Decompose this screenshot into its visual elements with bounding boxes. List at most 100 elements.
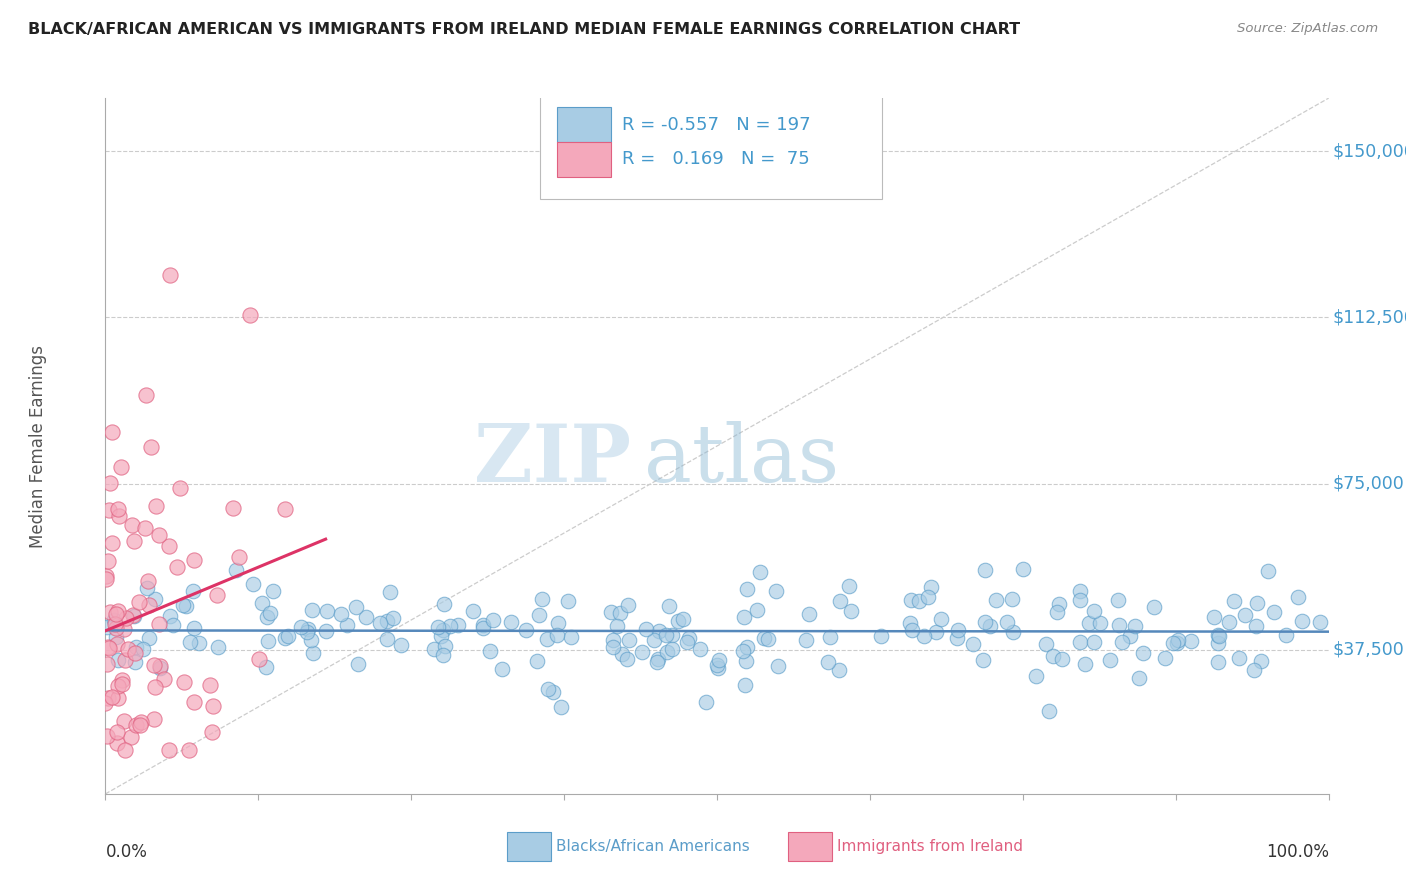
Point bbox=[107, 603, 129, 617]
Point bbox=[1073, 657, 1095, 671]
Point bbox=[173, 675, 195, 690]
Point bbox=[986, 593, 1008, 607]
Point bbox=[439, 619, 461, 633]
Point bbox=[262, 584, 284, 599]
Point bbox=[143, 712, 166, 726]
Point bbox=[159, 268, 181, 283]
Point bbox=[346, 657, 368, 671]
Point bbox=[1180, 633, 1202, 648]
Point bbox=[1218, 615, 1240, 630]
Point bbox=[731, 643, 754, 657]
Point bbox=[136, 574, 159, 588]
Point bbox=[149, 661, 172, 675]
Point bbox=[1243, 663, 1265, 677]
Point bbox=[557, 594, 579, 608]
Point bbox=[908, 594, 931, 608]
Point bbox=[678, 632, 700, 646]
Point bbox=[661, 628, 683, 642]
Point bbox=[643, 633, 665, 648]
Point bbox=[1143, 600, 1166, 615]
Point bbox=[98, 475, 121, 490]
Point bbox=[120, 730, 142, 744]
Point bbox=[110, 459, 132, 474]
Text: Source: ZipAtlas.com: Source: ZipAtlas.com bbox=[1237, 22, 1378, 36]
Text: R =   0.169   N =  75: R = 0.169 N = 75 bbox=[621, 151, 810, 169]
Point bbox=[658, 599, 681, 613]
Point bbox=[1046, 605, 1069, 619]
Point bbox=[1119, 628, 1142, 642]
Point bbox=[356, 610, 378, 624]
Point bbox=[946, 623, 969, 637]
Point bbox=[1244, 619, 1267, 633]
Point bbox=[599, 605, 621, 619]
Point bbox=[734, 654, 756, 668]
Point bbox=[378, 585, 401, 599]
Point bbox=[900, 593, 922, 607]
Point bbox=[828, 663, 851, 677]
Point bbox=[138, 631, 160, 645]
Point bbox=[546, 627, 568, 641]
Point bbox=[107, 691, 129, 706]
Point bbox=[1069, 635, 1091, 649]
Point bbox=[181, 584, 204, 599]
Point bbox=[135, 388, 157, 402]
Point bbox=[105, 637, 128, 651]
Point bbox=[183, 553, 205, 567]
Point bbox=[962, 637, 984, 651]
Point bbox=[765, 583, 787, 598]
Point bbox=[162, 617, 184, 632]
Point bbox=[96, 729, 118, 743]
Point bbox=[995, 615, 1018, 630]
Point bbox=[647, 652, 669, 666]
Point bbox=[117, 642, 139, 657]
Point bbox=[929, 612, 952, 626]
Point bbox=[527, 608, 550, 623]
Point bbox=[1042, 648, 1064, 663]
Point bbox=[1001, 624, 1024, 639]
Point bbox=[315, 624, 337, 638]
Text: $150,000: $150,000 bbox=[1333, 143, 1406, 161]
Point bbox=[122, 609, 145, 624]
Point bbox=[1025, 669, 1047, 683]
Point bbox=[898, 615, 921, 630]
Point bbox=[101, 690, 124, 704]
Point bbox=[900, 623, 922, 637]
Point bbox=[870, 629, 893, 643]
Point bbox=[709, 653, 731, 667]
Point bbox=[97, 554, 120, 568]
Point bbox=[630, 645, 652, 659]
Point bbox=[695, 695, 717, 709]
Point bbox=[617, 598, 640, 612]
Point bbox=[616, 652, 638, 666]
Point bbox=[295, 625, 318, 640]
Point bbox=[423, 642, 446, 657]
Text: 0.0%: 0.0% bbox=[105, 843, 148, 861]
Point bbox=[172, 598, 194, 612]
Point bbox=[97, 503, 120, 517]
Text: atlas: atlas bbox=[644, 421, 839, 499]
Point bbox=[1263, 605, 1285, 619]
Point bbox=[1223, 594, 1246, 608]
Point bbox=[1167, 633, 1189, 648]
Point bbox=[974, 563, 997, 577]
Point bbox=[148, 616, 170, 631]
Point bbox=[159, 609, 181, 624]
Point bbox=[157, 742, 180, 756]
Point bbox=[114, 714, 136, 728]
Point bbox=[1012, 561, 1035, 575]
Text: $37,500: $37,500 bbox=[1333, 640, 1405, 659]
Point bbox=[1227, 650, 1250, 665]
Point bbox=[143, 591, 166, 606]
Point bbox=[676, 635, 699, 649]
Point bbox=[839, 604, 862, 618]
Point bbox=[107, 679, 129, 693]
Point bbox=[143, 657, 166, 672]
Point bbox=[112, 622, 135, 636]
Point bbox=[205, 588, 228, 602]
Point bbox=[115, 611, 138, 625]
Point bbox=[1083, 635, 1105, 649]
Point bbox=[433, 597, 456, 611]
Point bbox=[125, 640, 148, 654]
Point bbox=[1246, 596, 1268, 610]
Point bbox=[979, 618, 1001, 632]
